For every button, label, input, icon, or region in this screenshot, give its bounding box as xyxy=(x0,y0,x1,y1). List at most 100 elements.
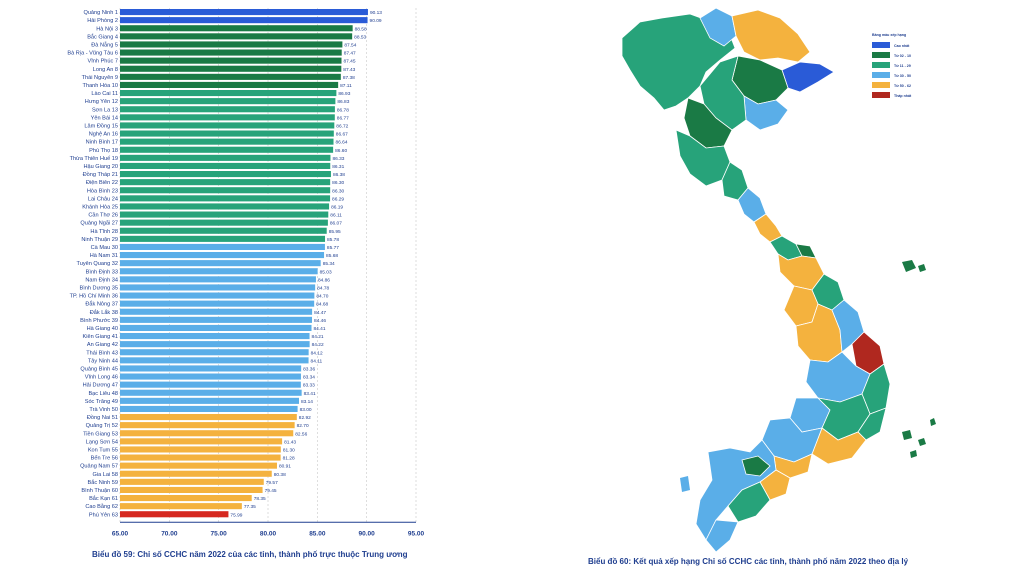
category-label: Bến Tre 56 xyxy=(91,456,118,462)
bar xyxy=(120,187,331,194)
category-label: Trà Vinh 50 xyxy=(89,407,118,413)
value-label: 81.28 xyxy=(283,456,295,462)
legend-label: Thấp nhất xyxy=(894,94,912,98)
value-label: 86.29 xyxy=(332,196,344,202)
category-label: Lào Cai 11 xyxy=(91,91,118,97)
bar xyxy=(120,462,277,469)
map-region-camau xyxy=(705,519,739,553)
value-label: 87.47 xyxy=(344,51,356,57)
bar xyxy=(120,268,318,275)
value-label: 80.91 xyxy=(279,464,291,470)
bar xyxy=(120,260,321,267)
value-label: 85.34 xyxy=(323,261,335,267)
value-label: 75.99 xyxy=(230,512,242,518)
category-label: Lạng Sơn 54 xyxy=(86,439,118,445)
bar xyxy=(120,495,252,502)
x-tick-label: 80.00 xyxy=(260,530,277,537)
category-label: Khánh Hòa 25 xyxy=(82,205,118,211)
legend-swatch xyxy=(872,92,890,98)
category-label: Kon Tum 55 xyxy=(88,448,118,454)
value-label: 87.11 xyxy=(340,83,352,89)
category-label: Quảng Bình 45 xyxy=(80,367,118,373)
category-label: Hà Nam 31 xyxy=(90,253,118,259)
bar xyxy=(120,446,281,453)
value-label: 88.58 xyxy=(355,26,367,32)
category-label: Đắk Lắk 38 xyxy=(90,309,118,316)
vietnam-map xyxy=(621,7,936,553)
bar xyxy=(120,122,335,129)
value-label: 86.93 xyxy=(338,91,350,97)
category-label: Thanh Hóa 10 xyxy=(83,83,118,89)
bar xyxy=(120,90,337,97)
bar xyxy=(120,470,272,477)
bar xyxy=(120,219,328,226)
legend-label: Từ 30 - 50 xyxy=(894,74,911,78)
value-label: 83.14 xyxy=(301,399,313,405)
bar xyxy=(120,308,313,315)
category-label: Ninh Bình 17 xyxy=(86,140,118,146)
value-label: 79.45 xyxy=(265,488,277,494)
value-label: 84.70 xyxy=(316,294,328,300)
bar xyxy=(120,162,331,169)
map-spratly-islands xyxy=(902,418,936,458)
value-label: 83.33 xyxy=(303,383,315,389)
bar xyxy=(120,106,335,113)
bar xyxy=(120,33,353,40)
value-label: 85.78 xyxy=(327,237,339,243)
bar xyxy=(120,81,339,88)
bar xyxy=(120,57,342,64)
category-label: Hà Nội 3 xyxy=(96,26,118,32)
value-label: 84.12 xyxy=(311,350,323,356)
bar xyxy=(120,333,310,340)
bar-chart-caption: Biểu đồ 59: Chỉ số CCHC năm 2022 của các… xyxy=(92,550,408,559)
bar xyxy=(120,114,335,121)
value-label: 86.38 xyxy=(333,172,345,178)
bar xyxy=(120,154,331,161)
value-label: 83.00 xyxy=(300,407,312,413)
bar xyxy=(120,292,315,299)
category-label: Long An 8 xyxy=(93,67,118,73)
category-label: Hà Tĩnh 28 xyxy=(90,229,118,235)
legend-title: Bảng màu xếp hạng xyxy=(872,33,906,37)
value-label: 84.68 xyxy=(316,302,328,308)
bar xyxy=(120,65,342,72)
value-label: 84.21 xyxy=(312,334,324,340)
bar xyxy=(120,130,334,137)
bar xyxy=(120,243,325,250)
bar xyxy=(120,9,368,16)
bar xyxy=(120,316,313,323)
value-label: 90.13 xyxy=(370,10,382,16)
bar xyxy=(120,49,342,56)
map-region-northeast xyxy=(731,9,811,63)
bar xyxy=(120,373,301,380)
value-label: 88.53 xyxy=(354,34,366,40)
category-label: Đà Nẵng 5 xyxy=(91,42,118,49)
category-label: Điện Biên 22 xyxy=(86,180,118,186)
value-label: 86.30 xyxy=(332,180,344,186)
category-label: Tuyên Quang 32 xyxy=(77,261,118,267)
category-label: Cà Mau 30 xyxy=(91,245,118,251)
map-caption: Biểu đồ 60: Kết quả xếp hạng Chỉ số CCHC… xyxy=(588,557,909,566)
value-label: 86.11 xyxy=(330,213,342,219)
value-label: 83.36 xyxy=(303,367,315,373)
value-label: 85.03 xyxy=(320,269,332,275)
category-label: Ninh Thuận 29 xyxy=(81,237,118,243)
bar xyxy=(120,73,341,80)
category-label: Thái Bình 43 xyxy=(86,350,118,356)
map-legend: Bảng màu xếp hạng Cao nhất Từ 02 - 10 Từ 11… xyxy=(872,33,912,98)
category-label: Hải Phòng 2 xyxy=(87,18,118,24)
map-region-delta-blue xyxy=(743,95,789,131)
bar xyxy=(120,138,334,145)
value-label: 84.11 xyxy=(311,358,323,364)
value-label: 82.70 xyxy=(297,423,309,429)
bar xyxy=(120,486,263,493)
value-label: 84.22 xyxy=(312,342,324,348)
value-label: 78.35 xyxy=(254,496,266,502)
value-label: 84.41 xyxy=(314,326,326,332)
bar xyxy=(120,422,295,429)
x-tick-label: 70.00 xyxy=(161,530,178,537)
category-label: Hòa Bình 23 xyxy=(87,188,118,194)
category-label: Lai Châu 24 xyxy=(88,196,118,202)
map-paracel-islands xyxy=(902,260,926,272)
legend-swatch xyxy=(872,82,890,88)
